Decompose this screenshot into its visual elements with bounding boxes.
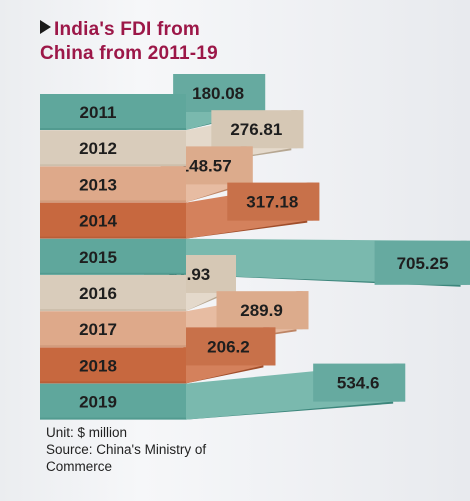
year-band-shade-2019 (40, 417, 186, 420)
year-band-2018 (40, 347, 186, 384)
year-band-shade-2011 (40, 128, 186, 130)
value-bars: 180.08276.81148.57317.18705.2592.93289.9… (144, 74, 470, 420)
source-note-line-1: Source: China's Ministry of (46, 442, 207, 457)
value-label-2018: 206.2 (207, 337, 250, 356)
unit-note: Unit: $ million (46, 425, 128, 440)
year-band-2015 (40, 238, 186, 275)
source-note-line-2: Commerce (46, 459, 113, 474)
triangle-bullet-icon (40, 20, 51, 34)
chart-notes: Unit: $ million Source: China's Ministry… (46, 424, 296, 475)
year-band-2017 (40, 311, 186, 348)
year-bands: 2011 2012 2013 2014 2015 2016 2017 2018 2019 (40, 94, 186, 420)
bar-label-box-2012 (211, 110, 304, 149)
year-label-2011: 2011 (80, 103, 117, 122)
value-label-2013: 148.57 (180, 156, 232, 175)
year-band-2012 (40, 130, 186, 167)
year-band-2013 (40, 166, 186, 203)
value-label-2012: 276.81 (230, 120, 282, 139)
year-label-2012: 2012 (79, 139, 117, 158)
year-band-2019 (40, 383, 186, 420)
value-label-2014: 317.18 (246, 193, 298, 212)
value-label-2017: 289.9 (240, 301, 283, 320)
year-label-2017: 2017 (79, 320, 117, 339)
year-band-2011 (40, 94, 186, 130)
year-label-2016: 2016 (79, 284, 117, 303)
year-band-shade-2015 (40, 272, 186, 275)
year-band-shade-2014 (40, 236, 186, 239)
chart-title: India's FDI from China from 2011-19 (40, 18, 280, 66)
year-band-shade-2013 (40, 200, 186, 203)
bar-label-box-2019 (313, 363, 406, 402)
year-label-2015: 2015 (79, 248, 117, 267)
title-line-1: India's FDI from (40, 18, 280, 42)
year-band-2014 (40, 202, 186, 239)
value-label-2019: 534.6 (337, 374, 380, 393)
year-band-shade-2017 (40, 345, 186, 348)
year-label-2014: 2014 (79, 212, 117, 231)
year-band-shade-2018 (40, 381, 186, 384)
bar-label-box-2014 (227, 182, 320, 221)
year-band-2016 (40, 275, 186, 311)
year-band-shade-2012 (40, 164, 186, 167)
year-label-2018: 2018 (79, 356, 117, 375)
year-band-shade-2016 (40, 309, 186, 311)
bar-label-box-2015 (374, 240, 470, 285)
year-label-2019: 2019 (79, 393, 117, 412)
title-line-2: China from 2011-19 (40, 43, 218, 64)
bar-label-box-2011 (173, 74, 266, 112)
bar-label-box-2017 (216, 291, 309, 330)
value-label-2015: 705.25 (397, 254, 449, 273)
bar-label-box-2018 (183, 327, 276, 366)
value-label-2011: 180.08 (192, 84, 244, 103)
year-label-2013: 2013 (79, 175, 117, 194)
